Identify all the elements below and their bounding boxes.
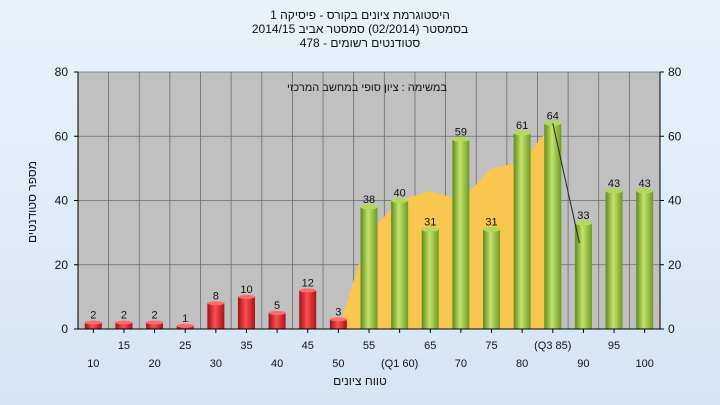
- bar-10: [84, 322, 102, 329]
- y-tick-label-left: 40: [55, 194, 69, 208]
- bar-65: [421, 229, 439, 329]
- bar-55: [360, 206, 378, 329]
- y-tick-label-right: 0: [668, 322, 675, 336]
- y-tick-label-right: 40: [668, 194, 682, 208]
- bar-35: [237, 296, 255, 329]
- y-tick-label-right: 80: [668, 65, 682, 79]
- bar-15: [115, 322, 133, 329]
- chart-annotation: במשימה : ציון סופי במחשב המרכזי: [287, 82, 447, 94]
- bar-cap: [146, 320, 164, 325]
- data-labels-group: 2 2 2 1 8 10 5 12 3 38 40 31 59 31 61 64 33 43 43: [90, 110, 651, 324]
- x-tick-label: 20: [148, 358, 160, 370]
- x-tick-label: (Q1 60): [381, 358, 418, 370]
- data-label: 43: [639, 178, 651, 190]
- bar-(Q3 85): [544, 123, 562, 330]
- bar-75: [483, 229, 501, 329]
- data-label: 40: [394, 188, 406, 200]
- data-label: 61: [516, 120, 528, 132]
- bar-cap: [452, 136, 470, 142]
- y-tick-label-right: 60: [668, 129, 682, 143]
- x-tick-label: 50: [332, 358, 344, 370]
- y-axis-title: מספר סטודנטים: [25, 161, 39, 243]
- data-label: 3: [335, 306, 341, 318]
- q3-drop-line: [552, 123, 580, 244]
- bar-cap: [421, 226, 439, 232]
- y-tick-label-right: 20: [668, 258, 682, 272]
- bar-cap: [574, 220, 592, 226]
- x-tick-label: 35: [240, 340, 252, 352]
- bar-cap: [360, 204, 378, 210]
- bar-cap: [605, 188, 623, 194]
- bar-cap: [84, 320, 102, 325]
- data-label: 2: [152, 310, 158, 322]
- bars-group: [84, 120, 654, 330]
- x-tick-label: 100: [636, 358, 654, 370]
- bar-100: [636, 190, 654, 329]
- y-tick-label-left: 20: [55, 258, 69, 272]
- bar-cap: [483, 226, 501, 232]
- bar-70: [452, 139, 470, 329]
- data-label: 8: [213, 290, 219, 302]
- x-tick-label: 25: [179, 340, 191, 352]
- bar-50: [329, 319, 347, 329]
- data-label: 5: [274, 300, 280, 312]
- data-label: 64: [547, 110, 559, 122]
- bar-cap: [176, 323, 194, 328]
- chart-title-line-3: סטודנטים רשומים - 478: [300, 36, 421, 50]
- y-tick-label-left: 60: [55, 129, 69, 143]
- bar-cap: [329, 317, 347, 322]
- bar-cap: [636, 188, 654, 194]
- x-tick-label: 45: [302, 340, 314, 352]
- data-label: 38: [363, 194, 375, 206]
- x-axis-title: טווח ציונים: [333, 374, 387, 388]
- bar-cap: [237, 294, 255, 299]
- data-label: 2: [90, 310, 96, 322]
- data-label: 12: [302, 277, 314, 289]
- data-label: 31: [485, 216, 497, 228]
- x-tick-label: 40: [271, 358, 283, 370]
- data-label: 43: [608, 178, 620, 190]
- bar-90: [574, 222, 592, 329]
- bar-20: [146, 322, 164, 329]
- y-tick-label-left: 0: [61, 322, 68, 336]
- x-tick-label: 30: [210, 358, 222, 370]
- bar-cap: [207, 301, 225, 306]
- x-tick-label: 75: [485, 340, 497, 352]
- bar-cap: [299, 288, 317, 293]
- data-label: 2: [121, 310, 127, 322]
- x-tick-label: 15: [118, 340, 130, 352]
- data-label: 1: [182, 313, 188, 325]
- bar-40: [268, 312, 286, 329]
- x-tick-label: 70: [455, 358, 467, 370]
- bar-cap: [513, 130, 531, 136]
- y-tick-label-left: 80: [55, 65, 69, 79]
- data-label: 59: [455, 126, 467, 138]
- x-tick-label: 95: [608, 340, 620, 352]
- bar-cap: [115, 320, 133, 325]
- data-label: 31: [424, 216, 436, 228]
- x-tick-label: 65: [424, 340, 436, 352]
- bar-45: [299, 290, 317, 329]
- bar-cap: [268, 310, 286, 315]
- bar-(Q1 60): [391, 200, 409, 329]
- data-label: 10: [240, 284, 252, 296]
- data-label: 33: [577, 210, 589, 222]
- x-tick-label: 55: [363, 340, 375, 352]
- x-tick-label: 10: [87, 358, 99, 370]
- chart-title-line-1: היסטוגרמת ציונים בקורס - פיסיקה 1: [270, 8, 450, 22]
- bar-80: [513, 133, 531, 329]
- bar-30: [207, 303, 225, 329]
- bar-cap: [391, 198, 409, 203]
- bar-95: [605, 190, 623, 329]
- x-tick-label: 90: [577, 358, 589, 370]
- x-tick-label: 80: [516, 358, 528, 370]
- x-tick-label: (Q3 85): [534, 340, 571, 352]
- chart-title-line-2: בסמסטר (02/2014) סמסטר אביב 2014/15: [252, 22, 468, 36]
